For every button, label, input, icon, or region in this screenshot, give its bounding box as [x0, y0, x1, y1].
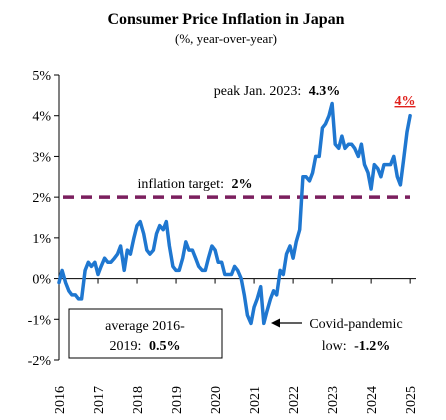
x-tick-label: 2017	[92, 386, 107, 414]
covid-annotation: Covid-pandemic low: -1.2%	[271, 317, 403, 354]
average-label-line2: 2019: 0.5%	[110, 339, 181, 354]
y-tick-label: 3%	[32, 150, 51, 165]
peak-label-prefix: peak Jan. 2023:	[214, 84, 301, 99]
average-label-prefix: 2019:	[110, 339, 142, 354]
x-tick-label: 2018	[131, 386, 146, 414]
covid-arrow-head	[271, 318, 280, 328]
x-tick-label: 2020	[209, 386, 224, 414]
x-tick-label: 2019	[170, 386, 185, 414]
peak-label: peak Jan. 2023: 4.3%	[214, 84, 340, 99]
covid-label-value: -1.2%	[354, 339, 390, 354]
x-tick-label: 2025	[404, 386, 419, 414]
x-tick-label: 2023	[326, 386, 341, 414]
x-tick-label: 2021	[248, 386, 263, 414]
average-box-frame	[68, 308, 223, 359]
y-tick-label: 1%	[32, 232, 51, 247]
target-label-value: 2%	[231, 177, 252, 192]
average-label-value: 0.5%	[149, 339, 181, 354]
x-tick-label: 2024	[365, 386, 380, 414]
average-label-line1: average 2016-	[105, 319, 185, 334]
x-tick-label: 2016	[53, 386, 68, 414]
x-axis: 2016 2017 2018 2019 2020 2021 2022 2023 2024 2025	[53, 278, 419, 414]
covid-label-line1: Covid-pandemic	[309, 317, 402, 332]
covid-label-prefix: low:	[322, 339, 347, 354]
latest-value-label: 4%	[395, 94, 416, 109]
y-axis: 5% 4% 3% 2% 1% 0% -1% -2%	[28, 69, 60, 369]
y-tick-label: 0%	[32, 273, 51, 288]
y-tick-label: -2%	[28, 354, 52, 369]
target-label-prefix: inflation target:	[138, 177, 224, 192]
cpi-series-line	[57, 101, 412, 326]
target-label: inflation target: 2%	[138, 177, 253, 192]
x-tick-label: 2022	[287, 386, 302, 414]
y-tick-label: -1%	[28, 313, 52, 328]
y-tick-label: 2%	[32, 191, 51, 206]
average-box: average 2016- 2019: 0.5%	[68, 308, 223, 359]
y-tick-label: 5%	[32, 69, 51, 84]
covid-label-line2: low: -1.2%	[322, 339, 391, 354]
chart-title: Consumer Price Inflation in Japan	[107, 11, 344, 28]
peak-label-value: 4.3%	[309, 84, 341, 99]
y-tick-label: 4%	[32, 110, 51, 125]
chart-subtitle: (%, year-over-year)	[175, 31, 277, 46]
